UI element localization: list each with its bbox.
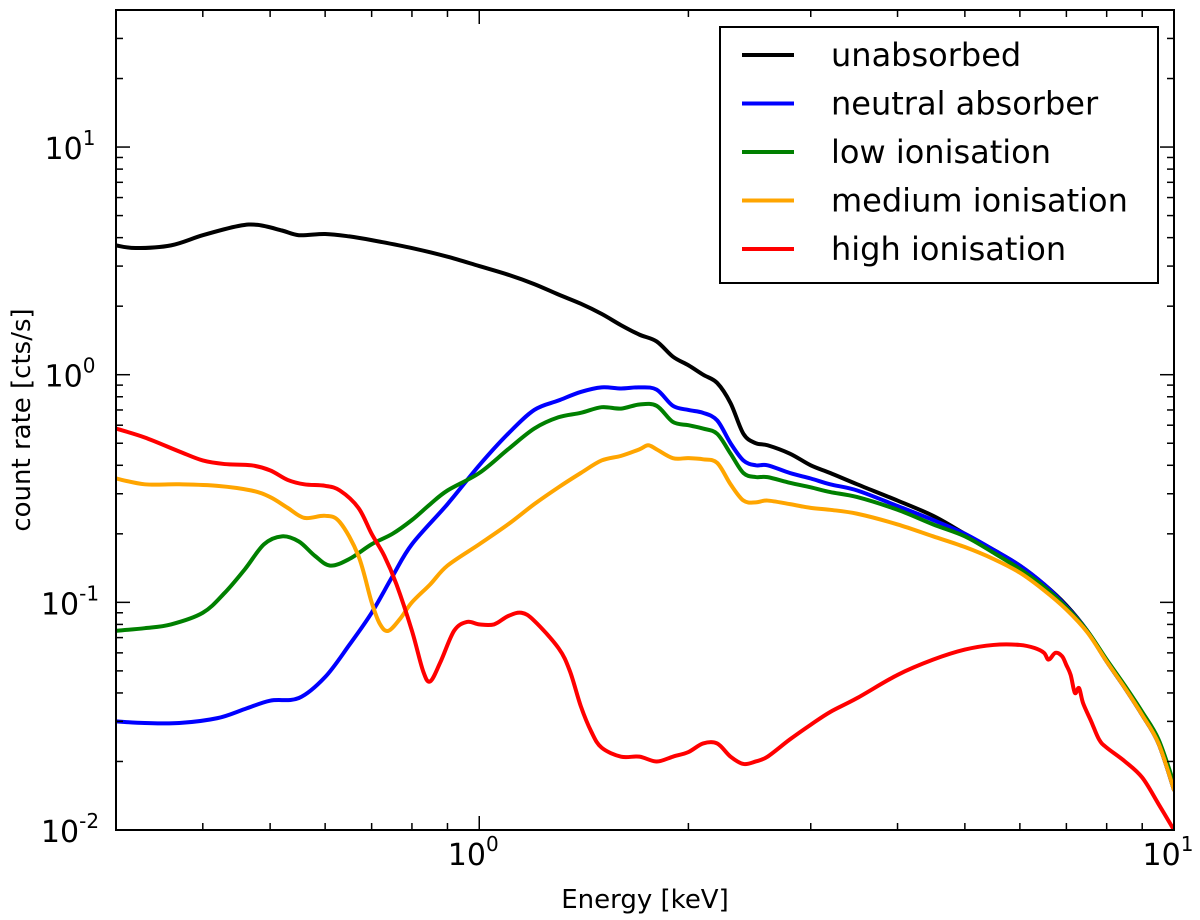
plot-frame (115, 9, 1175, 831)
y-tick-label-base: 10 (45, 132, 83, 167)
x-tick-label-base: 10 (448, 838, 486, 873)
legend: unabsorbed neutral absorber low ionisation… (719, 26, 1159, 284)
y-tick-label-exp: -1 (79, 581, 99, 605)
series-layer (116, 222, 1174, 830)
y-tick-label: 10-1 (41, 581, 99, 622)
y-tick-label: 101 (45, 126, 96, 167)
x-tick-label-exp: 1 (1181, 832, 1194, 856)
legend-label-unabsorbed: unabsorbed (831, 36, 1021, 74)
y-tick-label-base: 10 (41, 815, 79, 850)
y-tick-label-exp: -2 (79, 809, 99, 833)
x-tick-label-exp: 0 (486, 832, 499, 856)
series-line-high-ionisation (116, 426, 1174, 830)
x-tick-label-base: 10 (1143, 838, 1181, 873)
y-tick-label: 10-2 (41, 809, 99, 850)
y-axis-label: count rate [cts/s] (7, 308, 37, 531)
legend-label-high-ionisation: high ionisation (831, 230, 1066, 268)
series-line-low-ionisation (116, 401, 1174, 786)
legend-label-low-ionisation: low ionisation (831, 133, 1051, 171)
series-line-unabsorbed (116, 222, 1174, 792)
y-tick-label-base: 10 (45, 360, 83, 395)
y-tick-label-exp: 0 (83, 354, 96, 378)
x-axis-label: Energy [keV] (561, 885, 729, 915)
y-tick-label-base: 10 (41, 587, 79, 622)
x-tick-label: 101 (1143, 832, 1194, 873)
legend-label-medium-ionisation: medium ionisation (831, 182, 1128, 220)
ticks-layer (115, 9, 1175, 831)
series-line-neutral-absorber (116, 385, 1174, 792)
y-tick-label-exp: 1 (83, 126, 96, 150)
y-tick-label: 100 (45, 354, 96, 395)
series-line-medium-ionisation (116, 443, 1174, 792)
legend-label-neutral-absorber: neutral absorber (831, 85, 1099, 123)
legend-box (719, 26, 1159, 284)
x-tick-label: 100 (448, 832, 499, 873)
